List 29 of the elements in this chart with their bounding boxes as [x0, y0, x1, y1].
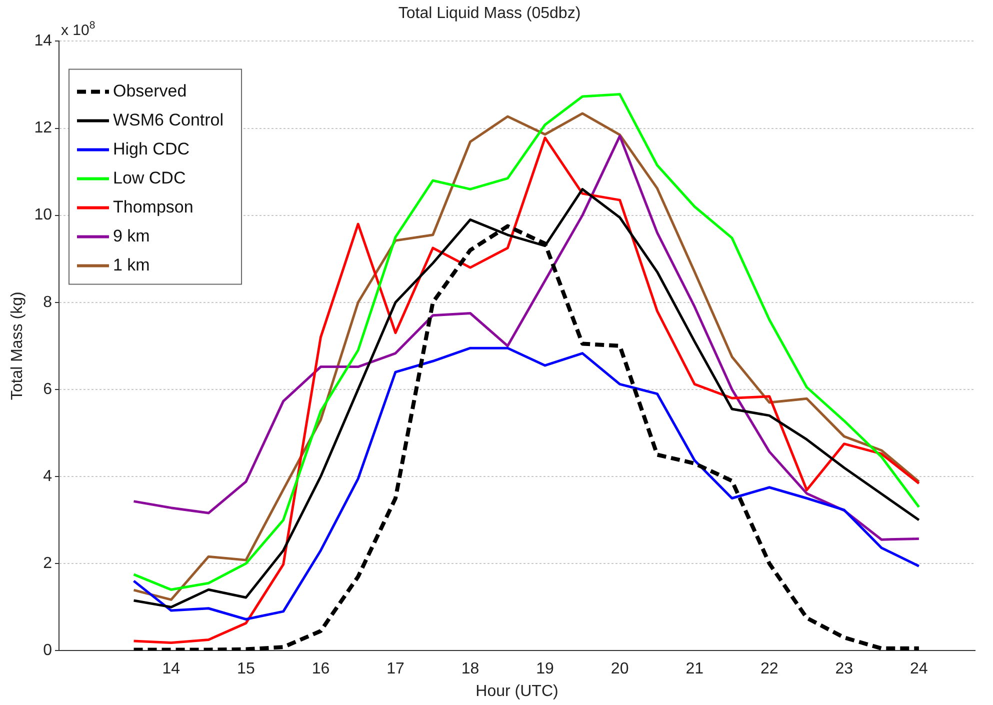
x-tick-label: 23 [835, 660, 854, 678]
x-tick-label: 17 [386, 660, 404, 678]
legend-label: 9 km [112, 226, 150, 246]
x-axis-title: Hour (UTC) [476, 682, 558, 700]
y-axis-title: Total Mass (kg) [9, 292, 26, 400]
legend-label: Thompson [112, 197, 194, 216]
x-tick-label: 15 [237, 660, 255, 678]
y-tick-label: 2 [43, 554, 52, 572]
x-tick-label: 16 [312, 660, 330, 678]
x-tick-label: 21 [686, 660, 704, 678]
legend-label: WSM6 Control [112, 110, 224, 130]
chart-title: Total Liquid Mass (05dbz) [398, 5, 581, 22]
y-tick-label: 14 [34, 32, 52, 50]
x-tick-label: 18 [461, 660, 480, 678]
x-tick-label: 22 [760, 660, 778, 678]
y-tick-label: 6 [43, 380, 52, 398]
y-tick-label: 12 [34, 120, 52, 137]
x-tick-label: 20 [610, 660, 629, 678]
x-tick-label: 14 [162, 660, 180, 678]
legend-label: Observed [112, 81, 187, 100]
legend-label: Low CDC [112, 168, 186, 188]
y-tick-label: 4 [43, 468, 52, 485]
y-tick-label: 10 [34, 206, 52, 224]
x-tick-label: 19 [536, 660, 554, 678]
x-tick-label: 24 [910, 660, 928, 678]
legend-label: High CDC [112, 139, 190, 158]
y-tick-label: 8 [43, 294, 52, 311]
legend-label: 1 km [112, 255, 150, 274]
y-tick-label: 0 [43, 642, 52, 660]
